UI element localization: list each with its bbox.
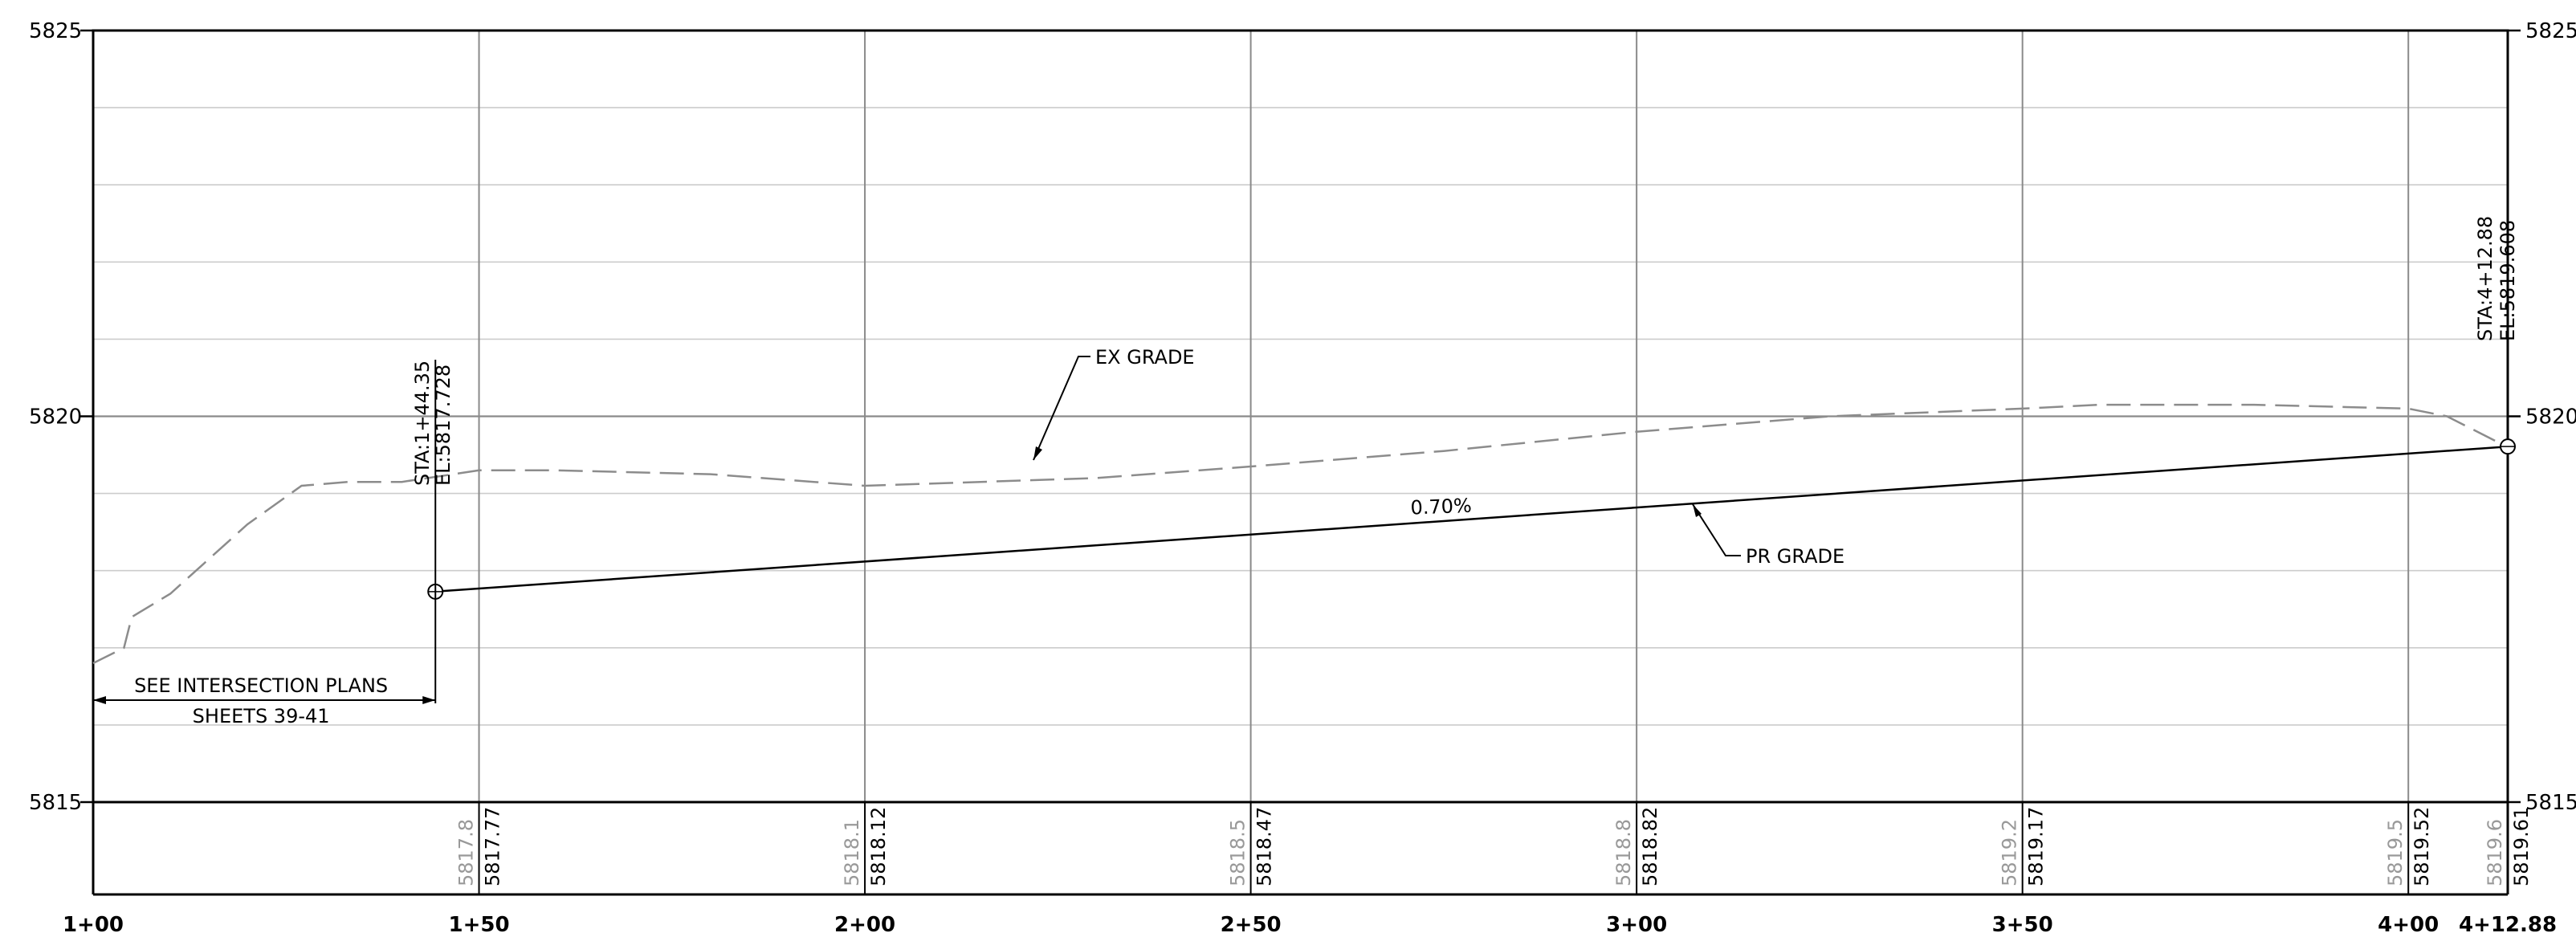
end-station-label: STA:4+12.88	[2474, 216, 2497, 341]
station-label: 1+00	[63, 913, 124, 937]
proposed-elevation-label: 5818.82	[1639, 807, 1661, 886]
elevation-label-left: 5815	[29, 791, 82, 815]
station-label: 4+12.88	[2459, 913, 2557, 937]
pr-grade-leader	[1692, 503, 1741, 556]
existing-elevation-label: 5819.6	[2484, 819, 2506, 886]
existing-elevation-label: 5817.8	[455, 819, 478, 886]
pr-grade-line	[435, 445, 2509, 593]
proposed-elevation-label: 5819.17	[2025, 807, 2048, 886]
existing-elevation-label: 5818.8	[1612, 819, 1635, 886]
grade-label: 0.70%	[1410, 495, 1472, 519]
elevation-label-left: 5820	[29, 405, 82, 430]
existing-elevation-label: 5818.1	[841, 819, 863, 886]
intersection-note-line2: SHEETS 39-41	[193, 705, 330, 727]
station-label: 4+00	[2378, 913, 2439, 937]
start-station-label: STA:1+44.35	[411, 361, 434, 486]
proposed-elevation-label: 5819.52	[2411, 807, 2433, 886]
station-label: 2+00	[834, 913, 895, 937]
existing-elevation-label: 5818.5	[1227, 819, 1249, 886]
axis-labels: 5825 5825 5820 5820 5815 5815 1+00 1+50 2+00 2+50…	[29, 19, 2576, 937]
elevation-label-left: 5825	[29, 19, 82, 43]
start-elevation-label: EL:5817.728	[432, 365, 454, 486]
ex-grade-leader	[1033, 356, 1090, 461]
dimension-arrow-right	[422, 696, 436, 704]
intersection-note-line1: SEE INTERSECTION PLANS	[134, 674, 388, 697]
proposed-elevation-label: 5817.77	[482, 807, 504, 886]
series-layer	[92, 403, 2509, 665]
proposed-elevation-label: 5819.61	[2510, 807, 2533, 886]
existing-elevation-label: 5819.2	[1999, 819, 2021, 886]
elevation-label-right: 5825	[2525, 19, 2576, 43]
station-label: 1+50	[449, 913, 510, 937]
grid	[93, 31, 2508, 802]
dimension-arrow-left	[93, 696, 106, 704]
proposed-elevation-label: 5818.12	[867, 807, 890, 886]
elevation-label-right: 5815	[2525, 791, 2576, 815]
station-label: 3+00	[1606, 913, 1667, 937]
existing-elevation-label: 5819.5	[2384, 819, 2407, 886]
ex-grade-label: EX GRADE	[1095, 346, 1195, 369]
ex-grade-arrow	[1033, 446, 1042, 460]
ex-grade-line	[92, 403, 2509, 665]
station-label: 2+50	[1221, 913, 1282, 937]
end-elevation-label: EL:5819.608	[2497, 220, 2519, 341]
pr-grade-label: PR GRADE	[1746, 545, 1844, 568]
pr-grade-arrow	[1693, 504, 1702, 517]
station-label: 3+50	[1992, 913, 2053, 937]
proposed-elevation-label: 5818.47	[1253, 807, 1276, 886]
elevation-label-right: 5820	[2525, 405, 2576, 430]
